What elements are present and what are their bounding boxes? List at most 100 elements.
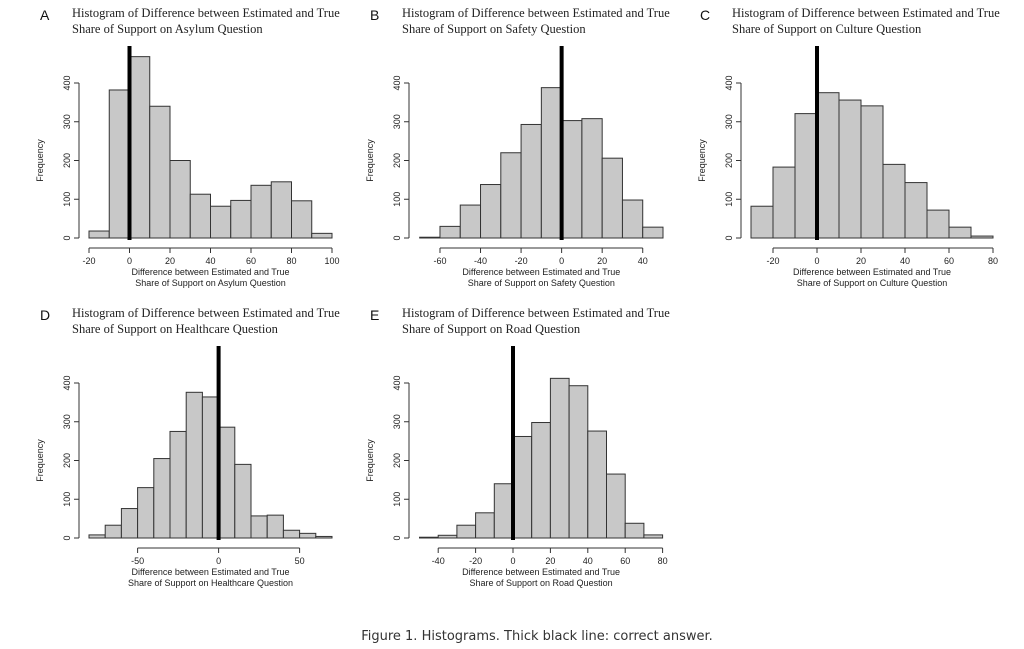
x-tick-label: 0 — [127, 256, 132, 266]
y-tick-label: 300 — [724, 114, 734, 129]
panel-letter: D — [40, 307, 50, 323]
histogram-panel-c: C Histogram of Difference between Estimat… — [697, 6, 1000, 288]
y-tick-label: 200 — [62, 153, 72, 168]
histogram-bar — [750, 205, 774, 239]
y-axis-label: Frequency — [35, 139, 45, 182]
histogram-bar — [169, 160, 191, 239]
y-axis-label: Frequency — [365, 439, 375, 482]
chart-title-line-1: Histogram of Difference between Estimate… — [732, 6, 1000, 20]
y-tick-label: 200 — [392, 453, 402, 468]
x-tick-label: 20 — [597, 256, 607, 266]
y-tick-label: 200 — [392, 153, 402, 168]
histogram-bar — [568, 385, 589, 539]
histogram-bar — [250, 184, 272, 239]
histogram-bar — [120, 508, 139, 539]
histogram-bar — [291, 200, 313, 239]
y-tick-label: 100 — [62, 492, 72, 507]
y-axis-label: Frequency — [365, 139, 375, 182]
x-tick-label: 60 — [944, 256, 954, 266]
histogram-bar — [419, 236, 441, 239]
histogram-bar — [185, 391, 203, 539]
histogram-bar — [520, 123, 542, 239]
x-tick-label: 80 — [286, 256, 296, 266]
y-tick-label: 100 — [62, 192, 72, 207]
x-tick-label: 0 — [216, 556, 221, 566]
y-tick-label: 0 — [62, 535, 72, 540]
y-tick-label: 300 — [62, 114, 72, 129]
y-tick-label: 300 — [392, 114, 402, 129]
x-tick-label: 50 — [295, 556, 305, 566]
histogram-bar — [230, 199, 252, 239]
x-tick-label: 60 — [246, 256, 256, 266]
x-tick-label: -60 — [433, 256, 446, 266]
histogram-bar — [201, 396, 220, 539]
x-axis-label-line-2: Share of Support on Safety Question — [468, 278, 615, 288]
histogram-panel-d: D Histogram of Difference between Estimat… — [35, 306, 340, 588]
chart-title-line-1: Histogram of Difference between Estimate… — [402, 306, 670, 320]
histogram-bar — [282, 529, 301, 539]
x-axis-label-line-1: Difference between Estimated and True — [462, 267, 620, 277]
x-axis-label-line-1: Difference between Estimated and True — [132, 567, 290, 577]
panel-letter: A — [40, 7, 50, 23]
histogram-bar — [234, 463, 252, 539]
chart-title-line-1: Histogram of Difference between Estimate… — [72, 306, 340, 320]
histogram-bar — [439, 225, 461, 239]
y-tick-label: 0 — [392, 535, 402, 540]
x-tick-label: -20 — [766, 256, 779, 266]
chart-title-line-2: Share of Support on Healthcare Question — [72, 322, 279, 336]
histogram-bar — [531, 422, 551, 539]
histogram-bar — [129, 56, 151, 239]
x-tick-label: 20 — [856, 256, 866, 266]
x-axis-label-line-2: Share of Support on Healthcare Question — [128, 578, 293, 588]
histogram-bar — [621, 199, 644, 239]
x-tick-label: 80 — [658, 556, 668, 566]
histogram-bar — [437, 534, 458, 539]
figure-caption: Figure 1. Histograms. Thick black line: … — [361, 629, 713, 644]
x-tick-label: 40 — [205, 256, 215, 266]
histogram-bar — [904, 182, 928, 239]
histogram-bar — [512, 435, 533, 539]
x-tick-label: 100 — [324, 256, 339, 266]
y-tick-label: 0 — [62, 235, 72, 240]
histogram-bar — [480, 184, 502, 239]
histogram-bar — [88, 534, 106, 539]
chart-title-line-2: Share of Support on Asylum Question — [72, 22, 263, 36]
x-tick-label: -20 — [82, 256, 95, 266]
histogram-bar — [540, 87, 563, 239]
x-tick-label: 40 — [583, 556, 593, 566]
histogram-bar — [970, 235, 994, 239]
histogram-panel-e: E Histogram of Difference between Estimat… — [365, 306, 670, 588]
histogram-bar — [624, 522, 645, 539]
histogram-bar — [149, 105, 171, 239]
histogram-bar — [642, 226, 664, 239]
histogram-bar — [419, 536, 439, 539]
x-tick-label: 0 — [559, 256, 564, 266]
histogram-bar — [549, 377, 570, 539]
y-tick-label: 200 — [724, 153, 734, 168]
x-tick-label: 40 — [900, 256, 910, 266]
histogram-bar — [88, 230, 110, 239]
chart-title-line-2: Share of Support on Road Question — [402, 322, 581, 336]
histogram-bar — [948, 226, 972, 239]
histogram-bar — [189, 193, 211, 239]
chart-title-line-2: Share of Support on Safety Question — [402, 22, 586, 36]
x-tick-label: -50 — [131, 556, 144, 566]
x-tick-label: 20 — [165, 256, 175, 266]
chart-title-line-1: Histogram of Difference between Estimate… — [402, 6, 670, 20]
histogram-bar — [311, 232, 333, 239]
x-tick-label: 60 — [620, 556, 630, 566]
panel-letter: E — [370, 307, 379, 323]
histogram-bar — [500, 152, 522, 239]
histogram-bar — [218, 426, 236, 539]
panel-letter: B — [370, 7, 379, 23]
x-axis-label-line-2: Share of Support on Culture Question — [797, 278, 948, 288]
y-tick-label: 100 — [392, 192, 402, 207]
histogram-bar — [926, 209, 950, 239]
histogram-bar — [882, 163, 906, 239]
y-tick-label: 400 — [724, 75, 734, 90]
y-tick-label: 100 — [392, 492, 402, 507]
x-axis-label-line-2: Share of Support on Road Question — [469, 578, 612, 588]
x-tick-label: 80 — [988, 256, 998, 266]
histogram-bar — [270, 181, 292, 239]
x-axis-label-line-1: Difference between Estimated and True — [462, 567, 620, 577]
